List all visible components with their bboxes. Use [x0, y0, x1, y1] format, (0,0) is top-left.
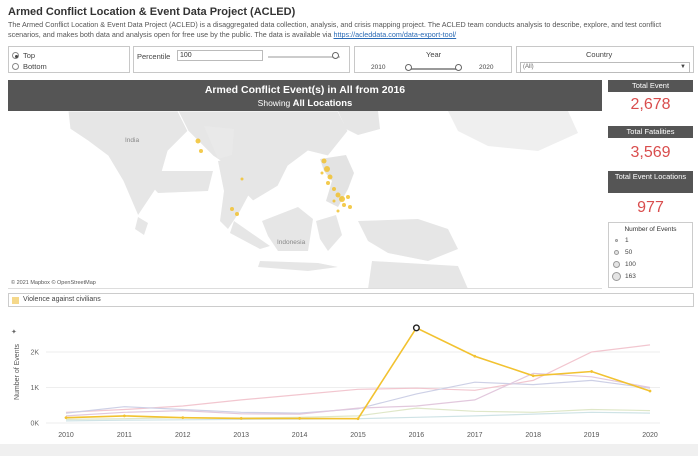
x-tick-label: 2018	[525, 432, 541, 439]
event-type-label: Violence against civilians	[23, 296, 101, 303]
top-bottom-filter: Top Bottom	[8, 46, 130, 73]
series-point[interactable]	[648, 389, 652, 393]
highlighted-series-line[interactable]	[65, 326, 651, 420]
size-dot-icon	[615, 238, 618, 242]
size-legend-label: 1	[625, 236, 629, 244]
radio-bottom-indicator[interactable]	[12, 63, 19, 70]
series-point[interactable]	[590, 370, 594, 373]
total-fatalities-label: Total Fatalities	[608, 126, 693, 138]
series-point[interactable]	[239, 416, 243, 420]
bottom-bar	[0, 444, 698, 456]
series-line[interactable]	[65, 379, 651, 414]
year-min-label: 2010	[371, 64, 386, 71]
series-point[interactable]	[122, 414, 126, 418]
map-label-indonesia: Indonesia	[277, 239, 306, 246]
year-label: Year	[426, 50, 442, 59]
map-header: Armed Conflict Event(s) in All from 2016…	[8, 80, 602, 111]
x-tick-label: 2017	[467, 432, 483, 439]
event-markers[interactable]	[195, 138, 353, 217]
map-subtitle-prefix: Showing	[257, 98, 291, 108]
map-title: Armed Conflict Event(s) in All from 2016	[204, 84, 406, 96]
percentile-slider-handle[interactable]	[332, 52, 339, 59]
percentile-label: Percentile	[137, 52, 171, 61]
country-label: Country	[586, 50, 613, 59]
total-event-value: 2,678	[630, 96, 671, 113]
radio-top-label: Top	[23, 51, 36, 60]
size-legend-item: 100	[613, 258, 692, 270]
total-fatalities-value: 3,569	[630, 144, 671, 161]
radio-bottom[interactable]: Bottom	[12, 61, 129, 72]
year-max-label: 2020	[479, 64, 494, 71]
map-canvas[interactable]	[8, 111, 602, 289]
radio-top[interactable]: Top	[12, 50, 129, 61]
size-dot-icon	[613, 260, 620, 268]
series-point[interactable]	[181, 416, 185, 420]
size-legend-label: 50	[625, 248, 633, 256]
series-line[interactable]	[65, 407, 651, 420]
selected-point[interactable]	[412, 324, 420, 332]
y-tick-label: 0K	[30, 421, 39, 428]
year-slider-start-handle[interactable]	[405, 64, 412, 71]
percentile-slider-track[interactable]	[268, 56, 340, 58]
page-description: The Armed Conflict Location & Event Data…	[8, 20, 694, 40]
x-tick-label: 2015	[350, 432, 366, 439]
size-legend-label: 100	[625, 260, 636, 268]
conflict-map[interactable]: India Indonesia © 2021 Mapbox © OpenStre…	[8, 111, 602, 289]
country-filter: Country (All) ▼	[516, 46, 694, 73]
events-trend-chart[interactable]: 2010 2011 2012 2013 2014 2015 2016 2017 2018 2019…	[8, 312, 694, 442]
country-selected-value: (All)	[523, 64, 534, 70]
percentile-filter: Percentile 100	[133, 46, 350, 73]
series-line[interactable]	[65, 372, 651, 417]
size-legend-item: 163	[612, 270, 692, 282]
year-slider-track[interactable]	[407, 68, 459, 70]
series-point[interactable]	[473, 354, 477, 358]
radio-bottom-label: Bottom	[23, 62, 47, 71]
x-tick-label: 2019	[584, 432, 600, 439]
x-tick-label: 2020	[642, 432, 658, 439]
size-legend-item: 50	[613, 246, 692, 258]
page-title: Armed Conflict Location & Event Data Pro…	[8, 6, 296, 18]
series-line[interactable]	[65, 344, 651, 413]
x-tick-label: 2011	[117, 432, 132, 439]
x-tick-label: 2013	[233, 432, 249, 439]
y-axis-label: Number of Events	[14, 343, 21, 400]
size-legend-label: 163	[625, 272, 636, 280]
y-tick-label: 1K	[30, 385, 39, 392]
country-dropdown[interactable]: (All) ▼	[520, 62, 690, 73]
legend-swatch-icon	[12, 297, 19, 304]
series-point[interactable]	[531, 374, 535, 378]
year-filter: Year 2010 2020	[354, 46, 512, 73]
series-point[interactable]	[298, 416, 302, 420]
series-point[interactable]	[64, 416, 68, 420]
pin-icon[interactable]: ✦	[11, 328, 17, 336]
map-credit: © 2021 Mapbox © OpenStreetMap	[11, 280, 96, 286]
y-tick-label: 2K	[30, 349, 39, 356]
size-dot-icon	[614, 249, 619, 255]
size-legend-title: Number of Events	[624, 226, 677, 233]
map-subtitle-value: All Locations	[292, 98, 353, 109]
series-point[interactable]	[356, 417, 360, 421]
event-type-legend[interactable]: Violence against civilians	[8, 293, 694, 307]
size-dot-icon	[612, 271, 621, 281]
description-text: The Armed Conflict Location & Event Data…	[8, 20, 662, 39]
size-legend: Number of Events 1 50 100 163	[608, 222, 693, 288]
trend-chart-canvas[interactable]: 2010 2011 2012 2013 2014 2015 2016 2017 2018 2019…	[8, 312, 694, 442]
map-label-india: India	[125, 137, 140, 144]
x-tick-label: 2012	[175, 432, 191, 439]
x-tick-label: 2010	[58, 432, 74, 439]
year-slider-end-handle[interactable]	[455, 64, 462, 71]
data-export-link[interactable]: https://acleddata.com/data-export-tool/	[333, 30, 457, 39]
total-event-label: Total Event	[608, 80, 693, 92]
size-legend-item: 1	[613, 234, 692, 246]
map-subtitle: Showing All Locations	[8, 98, 602, 109]
x-tick-label: 2014	[292, 432, 308, 439]
chevron-down-icon[interactable]: ▼	[680, 64, 686, 70]
radio-top-indicator[interactable]	[12, 52, 19, 59]
total-locations-label: Total Event Locations	[608, 171, 693, 193]
percentile-input[interactable]: 100	[177, 50, 263, 61]
total-locations-value: 977	[637, 199, 664, 216]
x-tick-label: 2016	[409, 432, 425, 439]
